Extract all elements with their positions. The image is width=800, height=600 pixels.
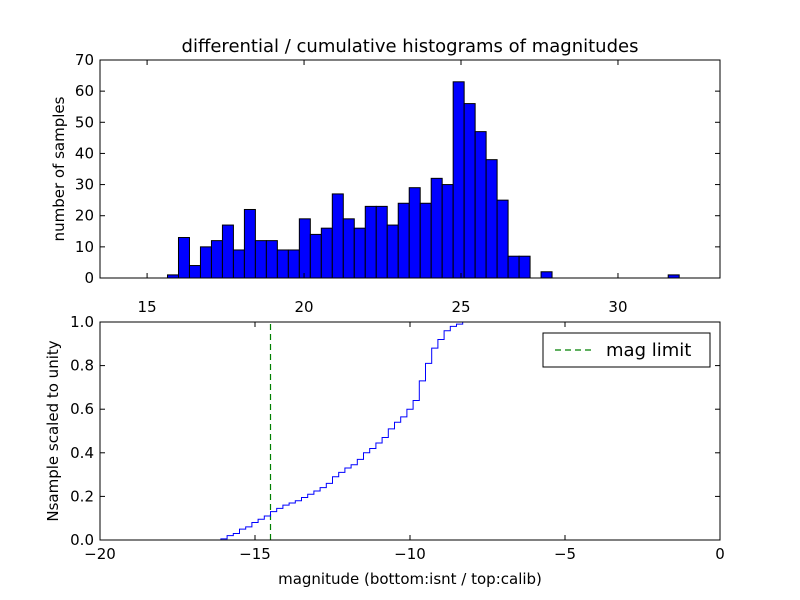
histogram-bar	[353, 227, 366, 279]
histogram-bar	[232, 249, 245, 279]
histogram-y-tick-label: 40	[75, 144, 94, 162]
histogram-bar	[408, 187, 421, 279]
histogram-y-tick-label: 50	[75, 113, 94, 131]
histogram-frame	[99, 59, 721, 279]
histogram-ticks: 15 20 25 30 0 10 20 30 40 50 60 70	[75, 51, 720, 316]
histogram-bar	[243, 208, 256, 279]
histogram-y-tick-label: 70	[75, 51, 94, 69]
histogram-bar	[221, 224, 234, 279]
histogram-bar	[265, 240, 278, 279]
histogram-x-tick-label: 30	[608, 298, 627, 316]
histogram-bar	[331, 193, 344, 279]
histogram-bar	[386, 224, 399, 279]
cumulative-x-tick-label: −5	[554, 545, 576, 563]
histogram-bar	[507, 255, 520, 279]
chart-title: differential / cumulative histograms of …	[182, 36, 639, 57]
cumulative-y-label: Nsample scaled to unity	[44, 340, 62, 521]
histogram-bar	[342, 218, 355, 279]
histogram-bar	[298, 218, 311, 279]
histogram-bar	[452, 81, 465, 279]
histogram-bar	[397, 202, 410, 279]
histogram-bar	[540, 271, 553, 279]
histogram-bar	[210, 240, 223, 279]
histogram-y-tick-label: 60	[75, 82, 94, 100]
cumulative-x-tick-label: −10	[394, 545, 426, 563]
histogram-y-tick-label: 20	[75, 207, 94, 225]
legend: mag limit	[542, 332, 711, 368]
cumulative-line	[100, 321, 720, 541]
cumulative-x-tick-label: −20	[84, 545, 116, 563]
cumulative-y-tick-label: 0.6	[70, 400, 94, 418]
histogram-bar	[419, 202, 432, 279]
histogram-y-tick-label: 30	[75, 176, 94, 194]
cumulative-y-tick-label: 0.0	[70, 531, 94, 549]
histogram-x-tick-label: 25	[451, 298, 470, 316]
histogram-y-tick-label: 0	[84, 269, 94, 287]
cumulative-frame	[99, 321, 721, 541]
histogram-y-label: number of samples	[50, 96, 68, 241]
cumulative-x-label: magnitude (bottom:isnt / top:calib)	[278, 570, 542, 588]
histogram-x-tick-label: 20	[295, 298, 314, 316]
cumulative-y-tick-label: 0.2	[70, 487, 94, 505]
cumulative-y-tick-label: 1.0	[70, 313, 94, 331]
histogram-bar	[364, 205, 377, 279]
histogram-bar	[188, 265, 201, 279]
histogram-bar	[430, 177, 443, 279]
histogram-bar	[496, 199, 509, 279]
histogram-bar	[485, 159, 498, 279]
histogram-bar	[375, 205, 388, 279]
histogram-bar	[474, 131, 487, 279]
histogram-bar	[463, 103, 476, 279]
cumulative-x-tick-label: 0	[715, 545, 725, 563]
histogram-bar	[518, 255, 531, 279]
cumulative-axes: −20 −15 −10 −5 0 0.0 0.2 0.4 0.6 0.8 1.0 magnitude…	[44, 313, 725, 588]
histogram-bars	[166, 81, 680, 279]
histogram-bar	[287, 249, 300, 279]
histogram-bar	[309, 233, 322, 279]
histogram-bar	[441, 184, 454, 279]
histogram-bar	[276, 249, 289, 279]
histogram-bar	[320, 227, 333, 279]
histogram-y-tick-label: 10	[75, 238, 94, 256]
legend-mag-limit-label: mag limit	[606, 340, 691, 361]
histogram-axes: differential / cumulative histograms of …	[50, 36, 721, 316]
histogram-bar	[254, 240, 267, 279]
histogram-bar	[177, 237, 190, 279]
histogram-x-tick-label: 15	[138, 298, 157, 316]
cumulative-y-tick-label: 0.8	[70, 357, 94, 375]
cumulative-y-tick-label: 0.4	[70, 444, 94, 462]
cumulative-x-tick-label: −15	[239, 545, 271, 563]
histogram-bar	[199, 246, 212, 279]
